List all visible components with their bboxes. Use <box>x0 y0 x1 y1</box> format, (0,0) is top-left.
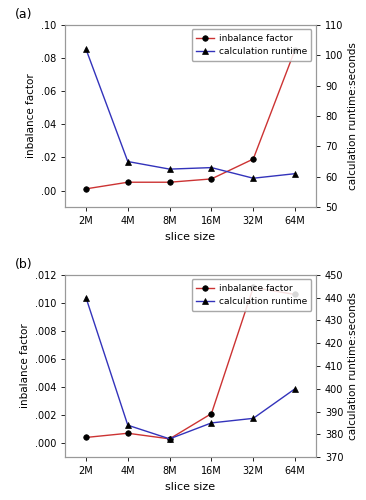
Text: (b): (b) <box>15 258 33 271</box>
inbalance factor <box>126 430 130 436</box>
calculation runtime <box>209 164 214 170</box>
calculation runtime <box>251 416 255 422</box>
inbalance factor <box>126 179 130 185</box>
Legend: inbalance factor, calculation runtime: inbalance factor, calculation runtime <box>192 280 311 311</box>
calculation runtime <box>209 420 214 426</box>
inbalance factor <box>167 436 172 442</box>
inbalance factor <box>293 292 297 298</box>
Y-axis label: calculation runtime:seconds: calculation runtime:seconds <box>348 292 358 440</box>
inbalance factor <box>84 434 88 440</box>
Y-axis label: calculation runtime:seconds: calculation runtime:seconds <box>348 42 358 190</box>
inbalance factor <box>251 156 255 162</box>
inbalance factor <box>293 46 297 52</box>
Legend: inbalance factor, calculation runtime: inbalance factor, calculation runtime <box>192 30 311 61</box>
inbalance factor <box>209 176 214 182</box>
calculation runtime <box>167 436 172 442</box>
calculation runtime <box>167 166 172 172</box>
Line: calculation runtime: calculation runtime <box>83 295 298 442</box>
calculation runtime <box>293 170 297 176</box>
X-axis label: slice size: slice size <box>165 232 216 241</box>
calculation runtime <box>84 294 88 300</box>
Y-axis label: inbalance factor: inbalance factor <box>20 324 30 408</box>
calculation runtime <box>84 46 88 52</box>
X-axis label: slice size: slice size <box>165 482 216 492</box>
Line: inbalance factor: inbalance factor <box>83 284 298 442</box>
inbalance factor <box>84 186 88 192</box>
calculation runtime <box>126 422 130 428</box>
Text: (a): (a) <box>15 8 32 21</box>
inbalance factor <box>251 284 255 290</box>
calculation runtime <box>293 386 297 392</box>
inbalance factor <box>209 410 214 416</box>
Y-axis label: inbalance factor: inbalance factor <box>26 74 37 158</box>
calculation runtime <box>126 158 130 164</box>
calculation runtime <box>251 175 255 181</box>
Line: calculation runtime: calculation runtime <box>83 46 298 181</box>
inbalance factor <box>167 179 172 185</box>
Line: inbalance factor: inbalance factor <box>83 47 298 192</box>
